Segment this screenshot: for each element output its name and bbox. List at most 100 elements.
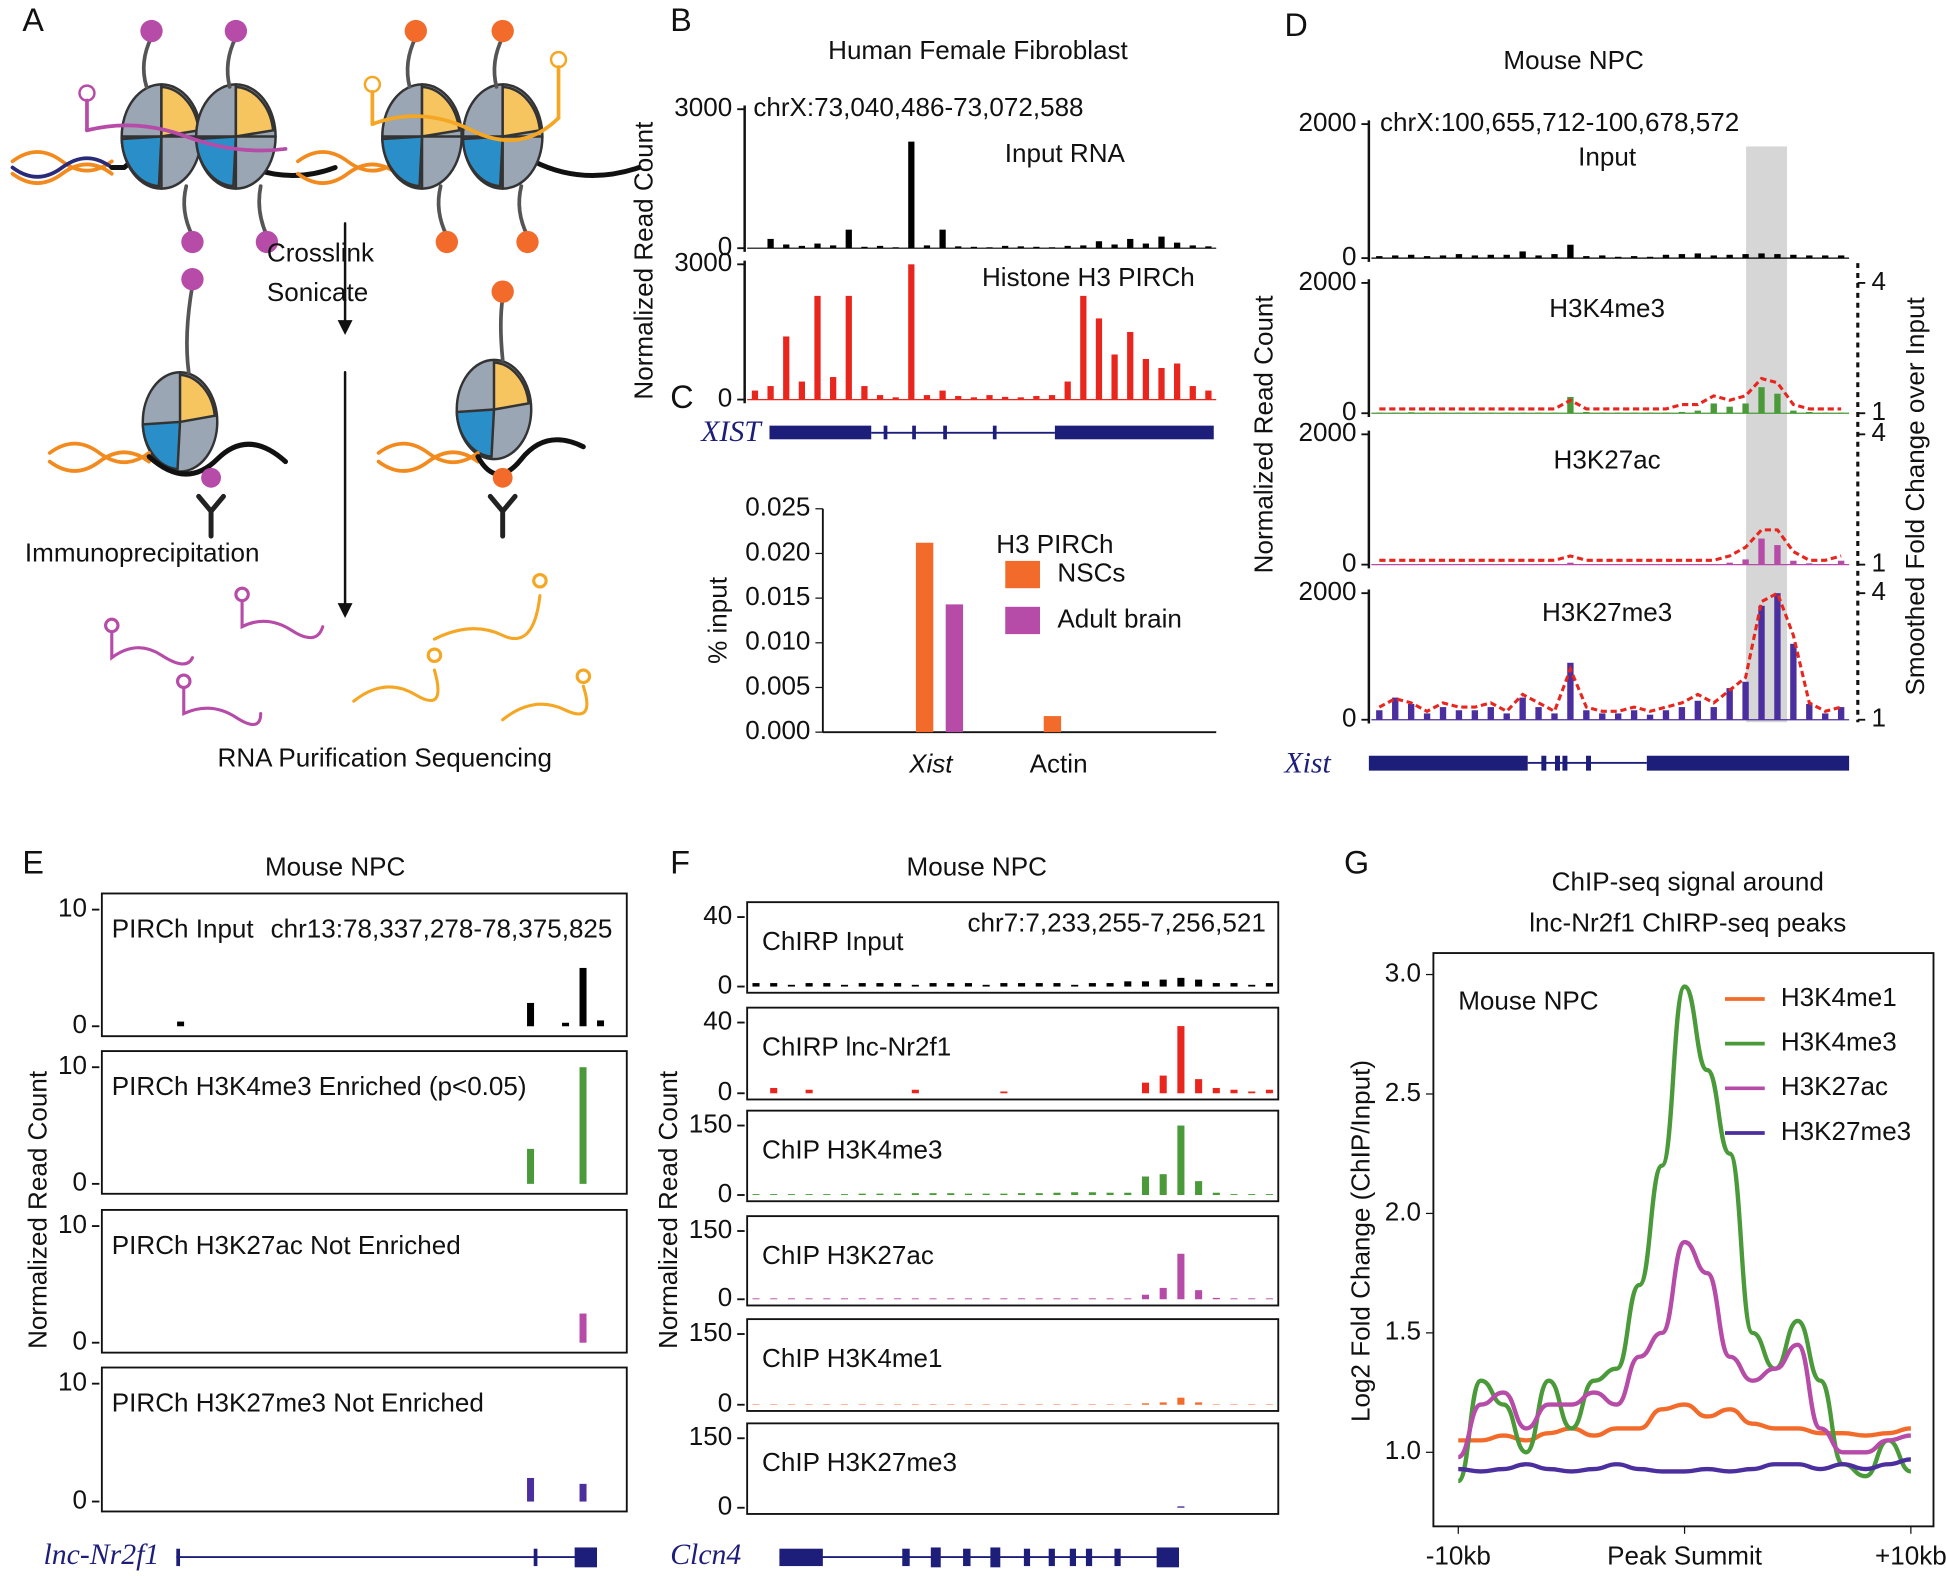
track-label: H3K27ac (1554, 445, 1661, 475)
signal-bar (1177, 1026, 1185, 1094)
legend-label: H3K27ac (1781, 1071, 1888, 1101)
x-tick-label: +10kb (1875, 1540, 1946, 1570)
signal-bar (752, 983, 760, 987)
signal-bar (177, 1021, 185, 1027)
series-line (1456, 984, 1912, 1484)
plot-frame (1432, 952, 1935, 1528)
signal-bar (798, 245, 806, 249)
signal-bar (579, 1313, 587, 1343)
step-label: Immunoprecipitation (25, 538, 260, 568)
signal-bar (1678, 254, 1686, 259)
y-tick-label: 40 (703, 1005, 732, 1035)
signal-bar (1678, 563, 1686, 565)
signal-bar (1726, 562, 1733, 565)
signal-bar (876, 245, 884, 249)
signal-bar (1048, 395, 1056, 400)
gene-model (176, 1547, 597, 1568)
y-axis-label: Normalized Read Count (653, 1070, 683, 1349)
signal-bar (1790, 254, 1797, 259)
y-tick-label: 2000 (1298, 576, 1356, 606)
signal-bar (752, 1298, 760, 1300)
signal-bar (1159, 1287, 1167, 1300)
y-tick-label: 0.020 (745, 536, 810, 566)
chart-title: lnc-Nr2f1 ChIRP-seq peaks (1529, 907, 1846, 937)
signal-bar (1471, 255, 1479, 259)
coordinates: chr13:78,337,278-78,375,825 (271, 914, 613, 944)
signal-bar (1035, 983, 1043, 987)
signal-bar (805, 1089, 813, 1094)
y-tick-label: 0 (718, 1178, 733, 1208)
schematic (10, 19, 642, 726)
track-label: H3K4me3 (1549, 293, 1665, 323)
signal-bar (1822, 563, 1829, 565)
signal-bar (1212, 1297, 1220, 1300)
y-tick-label: 2.5 (1385, 1077, 1421, 1107)
signal-bar (1662, 710, 1670, 720)
signal-bar (1630, 563, 1638, 565)
signal-bar (1535, 412, 1542, 414)
gene-model (1368, 755, 1850, 771)
signal-bar (947, 1193, 955, 1196)
signal-bar (1376, 563, 1383, 565)
signal-bar (858, 1298, 866, 1300)
signal-bar (1230, 1194, 1238, 1196)
signal-bar (767, 386, 774, 400)
y-tick-label: 150 (689, 1214, 732, 1244)
y-tick-label: 2000 (1298, 417, 1356, 447)
signal-bar (1694, 410, 1702, 414)
signal-bar (1111, 354, 1118, 400)
signal-bar (1195, 1181, 1203, 1196)
signal-bar (1376, 256, 1383, 259)
step-label: RNA Purification Sequencing (218, 742, 552, 772)
signal-bar (1018, 1193, 1026, 1196)
y-tick-label: 1.5 (1385, 1316, 1421, 1346)
panel-title: Mouse NPC (265, 852, 405, 882)
signal-bar (1212, 1192, 1220, 1196)
signal-bar (1230, 1089, 1238, 1094)
signal-bar (894, 983, 902, 987)
y-tick-label: 0 (718, 1282, 733, 1312)
signal-bar (911, 1193, 919, 1196)
y-tick-label: 0 (718, 969, 733, 999)
y-tick-label: 0.000 (745, 715, 810, 745)
track-label: ChIP H3K4me3 (762, 1134, 943, 1164)
signal-bar (1000, 983, 1008, 987)
signal-bar (929, 1193, 937, 1196)
signal-bar (1615, 412, 1622, 414)
signal-bar (1774, 254, 1781, 259)
signal-bar (527, 1148, 535, 1184)
signal-bar (876, 395, 884, 400)
signal-bar (982, 1298, 990, 1300)
signal-bar (1392, 563, 1399, 565)
y-tick-label: 40 (703, 900, 732, 930)
signal-bar (1567, 662, 1574, 720)
signal-bar (1002, 245, 1009, 249)
signal-bar (1158, 368, 1165, 400)
signal-bar (1142, 359, 1149, 400)
signal-bar (1646, 412, 1654, 414)
signal-bar (1837, 255, 1845, 259)
track-label: ChIRP lnc-Nr2f1 (762, 1031, 951, 1061)
signal-bar (1630, 412, 1638, 414)
signal-bar (814, 243, 821, 249)
signal-bar (805, 1194, 813, 1196)
signal-bar (929, 1298, 937, 1300)
signal-bar (892, 397, 899, 400)
signal-bar (1265, 1089, 1273, 1094)
signal-bar (982, 1193, 990, 1196)
y-tick-label: 0 (72, 1167, 87, 1197)
gene-name: Xist (1283, 746, 1331, 779)
signal-bar (1230, 1298, 1238, 1300)
signal-bar (1615, 713, 1622, 720)
signal-bar (911, 1089, 919, 1094)
signal-bar (805, 983, 813, 987)
y-tick-label: 0 (718, 1388, 733, 1418)
signal-bar (1535, 563, 1542, 565)
signal-bar (1439, 707, 1447, 720)
track-label: PIRCh H3K27ac Not Enriched (112, 1230, 461, 1260)
signal-bar (1742, 559, 1749, 565)
signal-bar (1806, 411, 1813, 414)
signal-bar (1392, 412, 1399, 414)
signal-bar (1000, 1298, 1008, 1300)
